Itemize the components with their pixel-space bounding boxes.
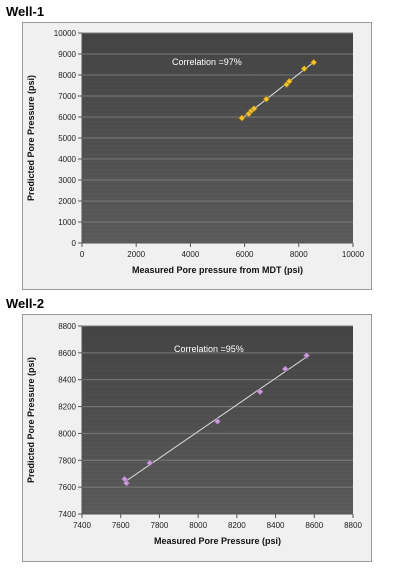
y-tick-label: 7800 xyxy=(58,456,76,465)
data-point xyxy=(214,417,221,425)
x-tick-label: 2000 xyxy=(127,250,145,259)
x-axis-label: Measured Pore pressure from MDT (psi) xyxy=(132,265,303,275)
data-point xyxy=(281,365,289,373)
correlation-annotation: Correlation =95% xyxy=(174,344,244,354)
y-tick-label: 8800 xyxy=(58,322,76,331)
y-tick-label: 1000 xyxy=(58,218,76,227)
y-tick-label: 8600 xyxy=(58,349,76,358)
y-tick-label: 8000 xyxy=(58,71,76,80)
well-2-chart-svg: 7400 7600 7800 8000 8200 8400 8600 8800 7400 7600… xyxy=(22,314,372,562)
x-tick-label: 8800 xyxy=(344,521,362,530)
y-tick-label: 7000 xyxy=(58,92,76,101)
data-point xyxy=(300,65,308,73)
y-tick-label: 8400 xyxy=(58,376,76,385)
x-axis-label: Measured Pore Pressure (psi) xyxy=(154,536,281,546)
x-tick-label: 8600 xyxy=(305,521,323,530)
x-tick-label: 8200 xyxy=(228,521,246,530)
y-tick-label: 10000 xyxy=(54,29,77,38)
data-point xyxy=(123,479,130,487)
y-tick-label: 3000 xyxy=(58,176,76,185)
x-tick-label: 8000 xyxy=(290,250,308,259)
well-1-chart: 0 1000 2000 3000 4000 5000 6000 7000 8000 9000 100… xyxy=(22,22,372,290)
x-tick-label: 7800 xyxy=(151,521,169,530)
data-point xyxy=(256,388,264,396)
x-tick-label: 0 xyxy=(80,250,85,259)
trendline xyxy=(124,356,307,483)
x-tick-label: 7600 xyxy=(112,521,130,530)
well-2-title: Well-2 xyxy=(6,296,45,311)
data-point xyxy=(285,77,293,85)
y-tick-label: 7600 xyxy=(58,483,76,492)
data-point xyxy=(303,352,311,360)
data-point xyxy=(310,58,318,67)
y-tick-label: 8000 xyxy=(58,429,76,438)
y-tick-label: 7400 xyxy=(58,510,76,519)
y-tick-label: 9000 xyxy=(58,50,76,59)
well-1-title: Well-1 xyxy=(6,4,45,19)
data-point xyxy=(146,459,154,467)
x-tick-label: 4000 xyxy=(182,250,200,259)
x-tick-label: 7400 xyxy=(73,521,91,530)
y-tick-label: 4000 xyxy=(58,155,76,164)
data-point xyxy=(238,114,246,122)
y-tick-label: 6000 xyxy=(58,113,76,122)
y-axis-label: Predicted Pore Pressure (psi) xyxy=(26,75,36,201)
y-tick-label: 0 xyxy=(72,239,77,248)
x-tick-label: 8000 xyxy=(189,521,207,530)
well-2-chart: 7400 7600 7800 8000 8200 8400 8600 8800 7400 7600… xyxy=(22,314,372,562)
x-tick-label: 10000 xyxy=(342,250,365,259)
correlation-annotation: Correlation =97% xyxy=(172,57,242,67)
data-point xyxy=(250,104,258,113)
x-tick-label: 8400 xyxy=(267,521,285,530)
y-axis-label: Predicted Pore Pressure (psi) xyxy=(26,357,36,483)
x-tick-label: 6000 xyxy=(236,250,254,259)
well-1-chart-svg: 0 1000 2000 3000 4000 5000 6000 7000 8000 9000 100… xyxy=(22,22,372,290)
data-point xyxy=(262,95,270,103)
y-tick-label: 5000 xyxy=(58,134,76,143)
y-tick-label: 8200 xyxy=(58,403,76,412)
y-tick-label: 2000 xyxy=(58,197,76,206)
